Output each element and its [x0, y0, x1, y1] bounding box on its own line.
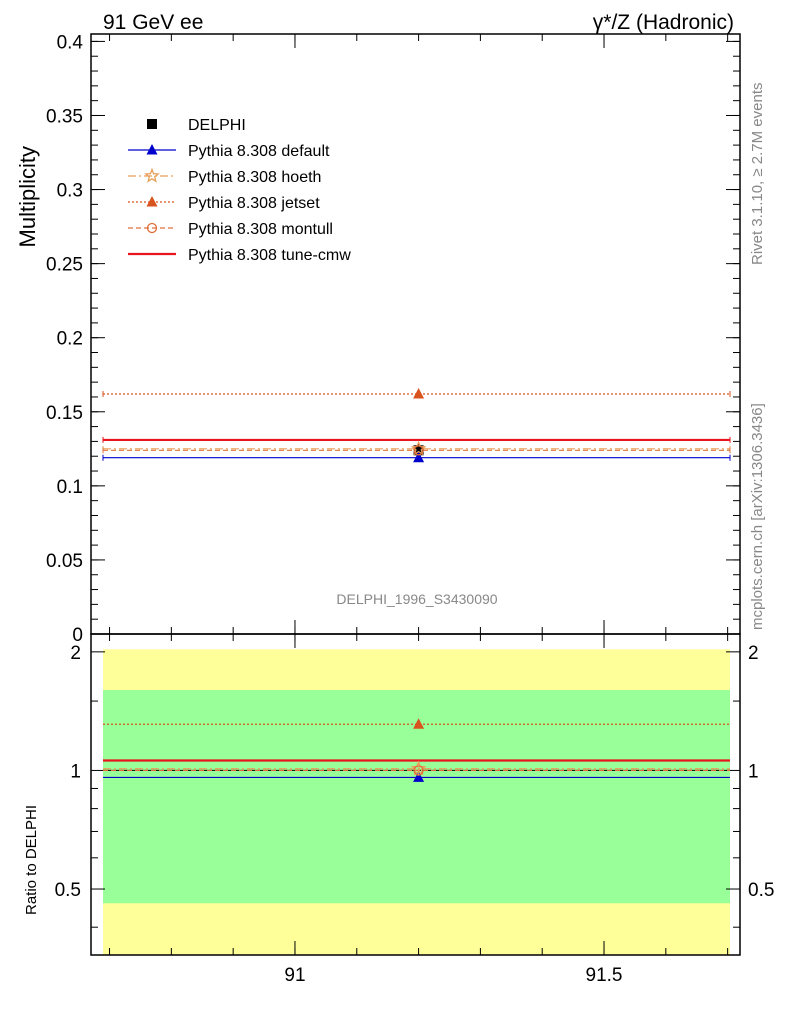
main-point-default — [413, 451, 425, 463]
ratio-ytick-label-right: 1 — [748, 761, 759, 782]
main-ytick-label: 0.05 — [46, 551, 83, 572]
legend-marker-montull — [146, 222, 158, 234]
main-point-delphi — [413, 445, 424, 456]
main-ytick-label: 0.1 — [57, 477, 83, 498]
ratio-ytick-label-right: 2 — [748, 643, 759, 664]
main-ytick-label: 0.35 — [46, 106, 83, 127]
rivet-label: Rivet 3.1.10, ≥ 2.7M events — [749, 83, 766, 266]
main-point-hoeth — [410, 440, 427, 456]
ratio-ylabel: Ratio to DELPHI — [23, 805, 40, 915]
ratio-xtick-label: 91 — [284, 965, 305, 986]
legend-marker-delphi — [147, 119, 157, 129]
main-ytick-label: 0.4 — [57, 32, 84, 53]
mcplots-label: mcplots.cern.ch [arXiv:1306.3436] — [749, 403, 766, 630]
legend-label-default: Pythia 8.308 default — [188, 143, 330, 160]
main-ytick-label: 0 — [72, 625, 83, 646]
main-ytick-label: 0.15 — [46, 403, 83, 424]
main-ytick-label: 0.25 — [46, 255, 83, 276]
legend-marker-jetset — [146, 196, 158, 207]
analysis-id: DELPHI_1996_S3430090 — [336, 591, 497, 607]
ratio-point-jetset — [413, 718, 425, 729]
main-ytick-label: 0.3 — [57, 181, 83, 202]
ratio-plot: 0.5 0.5 1 1 2 2 91 91.5 — [55, 633, 774, 986]
ratio-frame — [90, 633, 741, 956]
ratio-point-default — [413, 771, 425, 782]
main-plot: 0 0.05 0.1 0.15 0.2 0.25 0.3 0.35 0.4 — [46, 32, 741, 646]
legend-marker-hoeth — [144, 167, 160, 183]
main-ylabel: Multiplicity — [15, 146, 40, 247]
legend-label-jetset: Pythia 8.308 jetset — [188, 195, 320, 212]
ratio-ytick-label: 0.5 — [55, 880, 81, 901]
ratio-ytick-label: 2 — [70, 643, 81, 664]
main-point-jetset — [413, 388, 425, 399]
left-title: 91 GeV ee — [103, 11, 203, 34]
main-ytick-label: 0.2 — [57, 329, 83, 350]
legend-label-hoeth: Pythia 8.308 hoeth — [188, 169, 321, 186]
main-point-montull — [413, 445, 424, 456]
legend-label-tunecmw: Pythia 8.308 tune-cmw — [188, 247, 351, 264]
right-title: γ*/Z (Hadronic) — [593, 11, 734, 34]
ratio-band-inner — [103, 690, 730, 904]
legend: DELPHI Pythia 8.308 default Pythia 8.308 h… — [128, 117, 351, 264]
ratio-ytick-label-right: 0.5 — [748, 880, 774, 901]
ratio-xtick-label: 91.5 — [586, 965, 623, 986]
legend-marker-default — [146, 144, 158, 155]
legend-label-montull: Pythia 8.308 montull — [188, 221, 333, 238]
legend-label-delphi: DELPHI — [188, 117, 246, 134]
ratio-ytick-label: 1 — [70, 761, 81, 782]
